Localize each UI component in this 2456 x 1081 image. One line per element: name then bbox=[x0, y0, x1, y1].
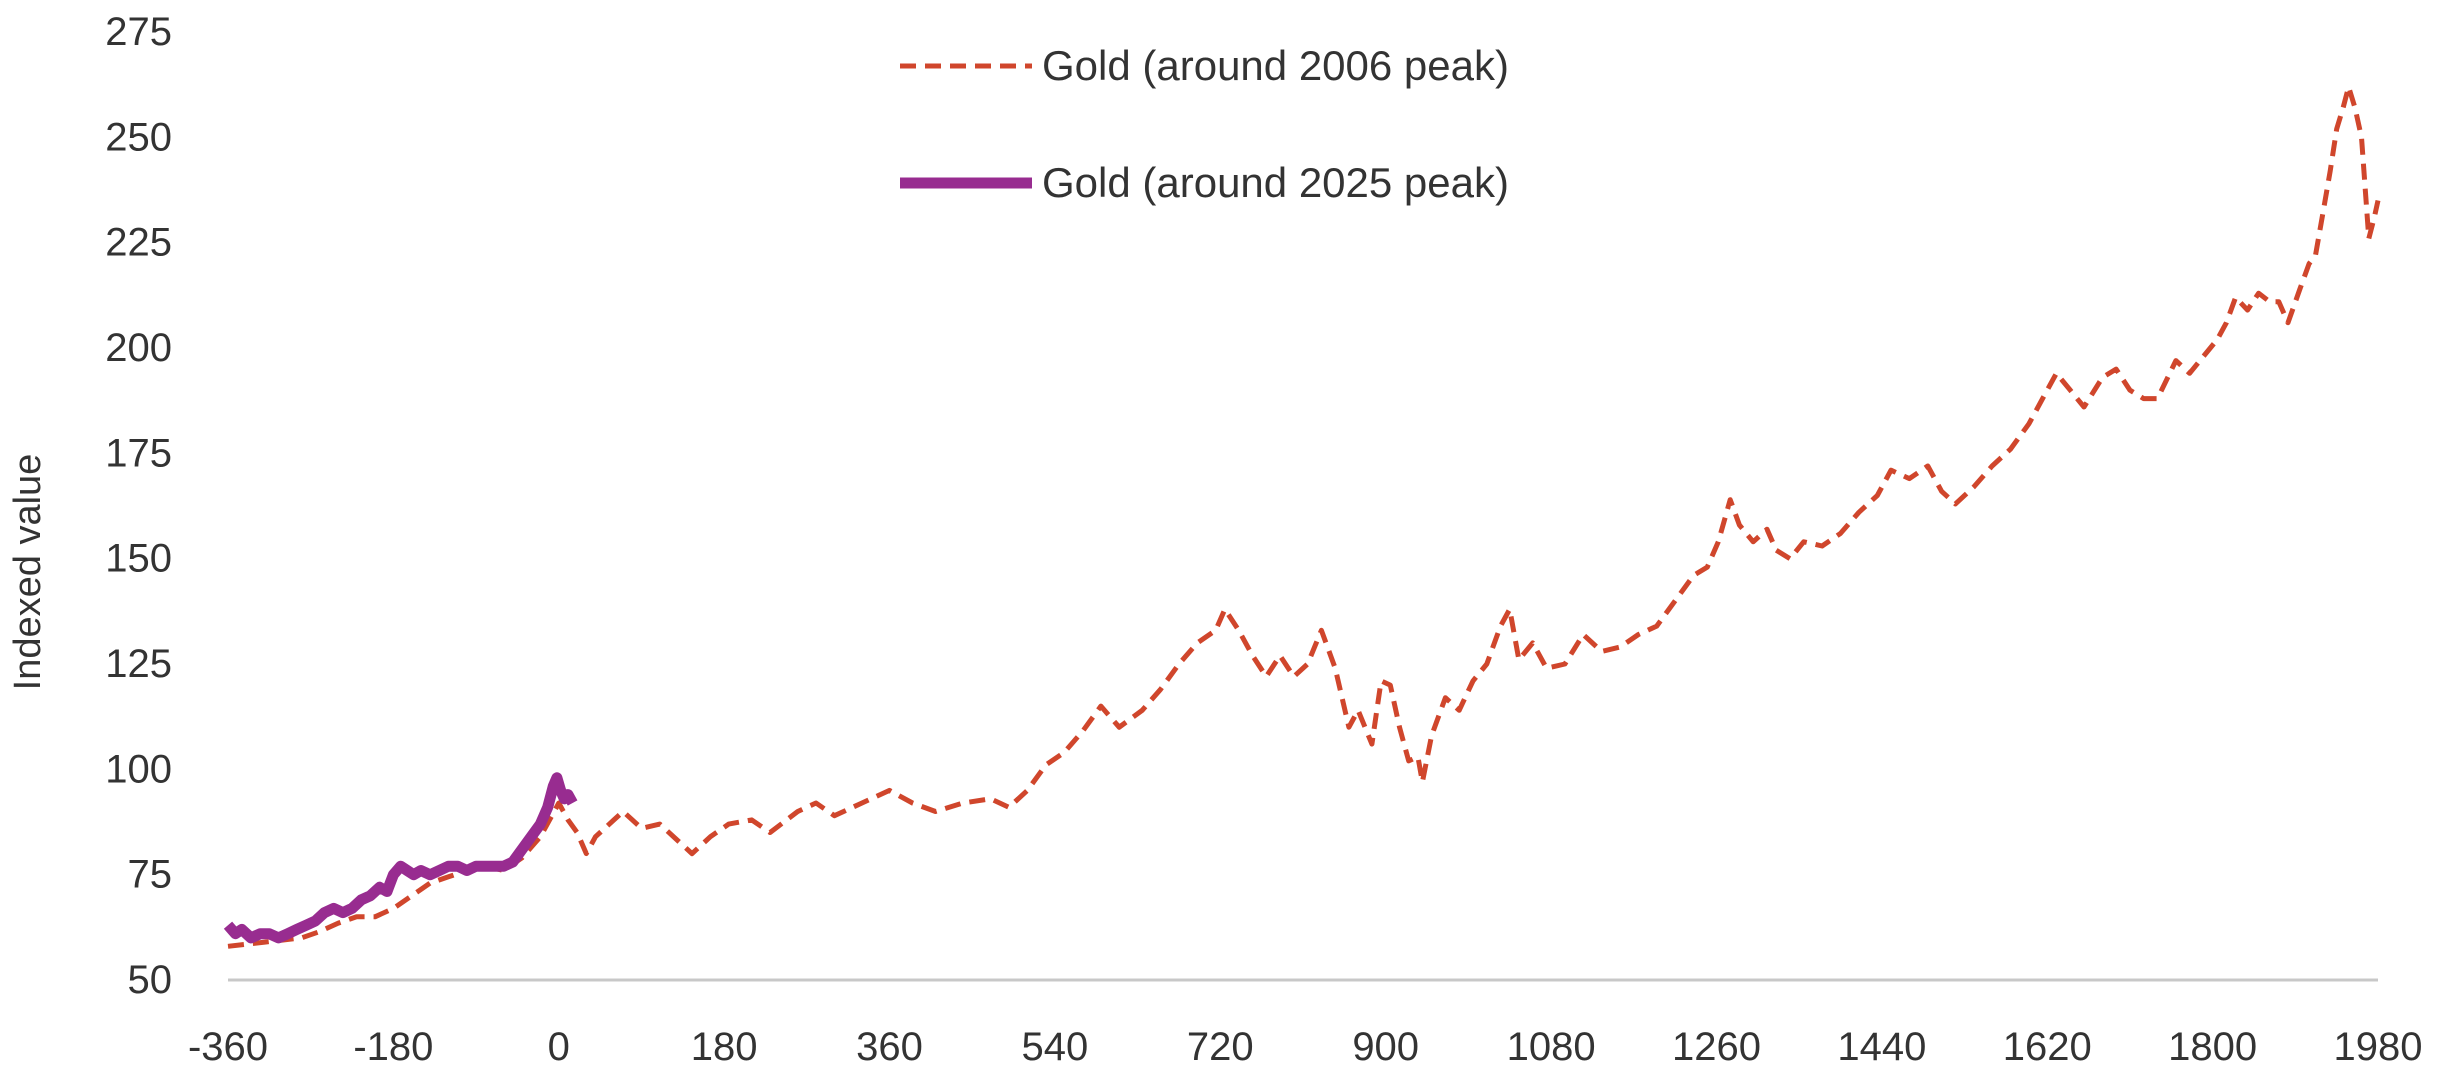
y-tick-label: 125 bbox=[105, 642, 172, 686]
y-tick-label: 100 bbox=[105, 747, 172, 791]
y-tick-label: 175 bbox=[105, 431, 172, 475]
x-tick-label: 1080 bbox=[1507, 1025, 1596, 1069]
y-tick-label: 200 bbox=[105, 326, 172, 370]
y-tick-label: 275 bbox=[105, 10, 172, 54]
x-tick-label: 1440 bbox=[1837, 1025, 1926, 1069]
x-tick-label: 1260 bbox=[1672, 1025, 1761, 1069]
x-axis-ticks: -360 -180 0 180 360 540 720 900 1080 1260 1440 1620… bbox=[188, 1025, 2423, 1069]
y-tick-label: 150 bbox=[105, 537, 172, 581]
y-tick-label: 50 bbox=[128, 958, 173, 1002]
legend-item: Gold (around 2006 peak) bbox=[900, 42, 1509, 89]
y-axis-label: Indexed value bbox=[7, 454, 49, 691]
x-tick-label: 360 bbox=[856, 1025, 923, 1069]
legend-label: Gold (around 2006 peak) bbox=[1042, 42, 1509, 89]
legend: Gold (around 2006 peak) Gold (around 2025… bbox=[900, 42, 1509, 206]
x-tick-label: 720 bbox=[1187, 1025, 1254, 1069]
y-tick-label: 250 bbox=[105, 115, 172, 159]
series-line-2006-peak bbox=[227, 84, 2381, 949]
x-tick-label: 0 bbox=[548, 1025, 570, 1069]
y-tick-label: 225 bbox=[105, 221, 172, 265]
x-tick-label: -360 bbox=[188, 1025, 268, 1069]
x-tick-label: 1620 bbox=[2003, 1025, 2092, 1069]
y-axis-ticks: 50 75 100 125 150 175 200 225 250 275 bbox=[105, 10, 172, 1002]
x-tick-label: -180 bbox=[353, 1025, 433, 1069]
series-line-2025-peak bbox=[223, 772, 578, 944]
y-axis-label-group: Indexed value bbox=[7, 454, 49, 691]
series-layer bbox=[223, 84, 2381, 949]
x-tick-label: 1800 bbox=[2168, 1025, 2257, 1069]
x-tick-label: 540 bbox=[1022, 1025, 1089, 1069]
legend-label: Gold (around 2025 peak) bbox=[1042, 159, 1509, 206]
x-tick-label: 180 bbox=[691, 1025, 758, 1069]
y-tick-label: 75 bbox=[128, 853, 173, 897]
x-tick-label: 900 bbox=[1352, 1025, 1419, 1069]
x-tick-label: 1980 bbox=[2334, 1025, 2423, 1069]
legend-item: Gold (around 2025 peak) bbox=[900, 159, 1509, 206]
